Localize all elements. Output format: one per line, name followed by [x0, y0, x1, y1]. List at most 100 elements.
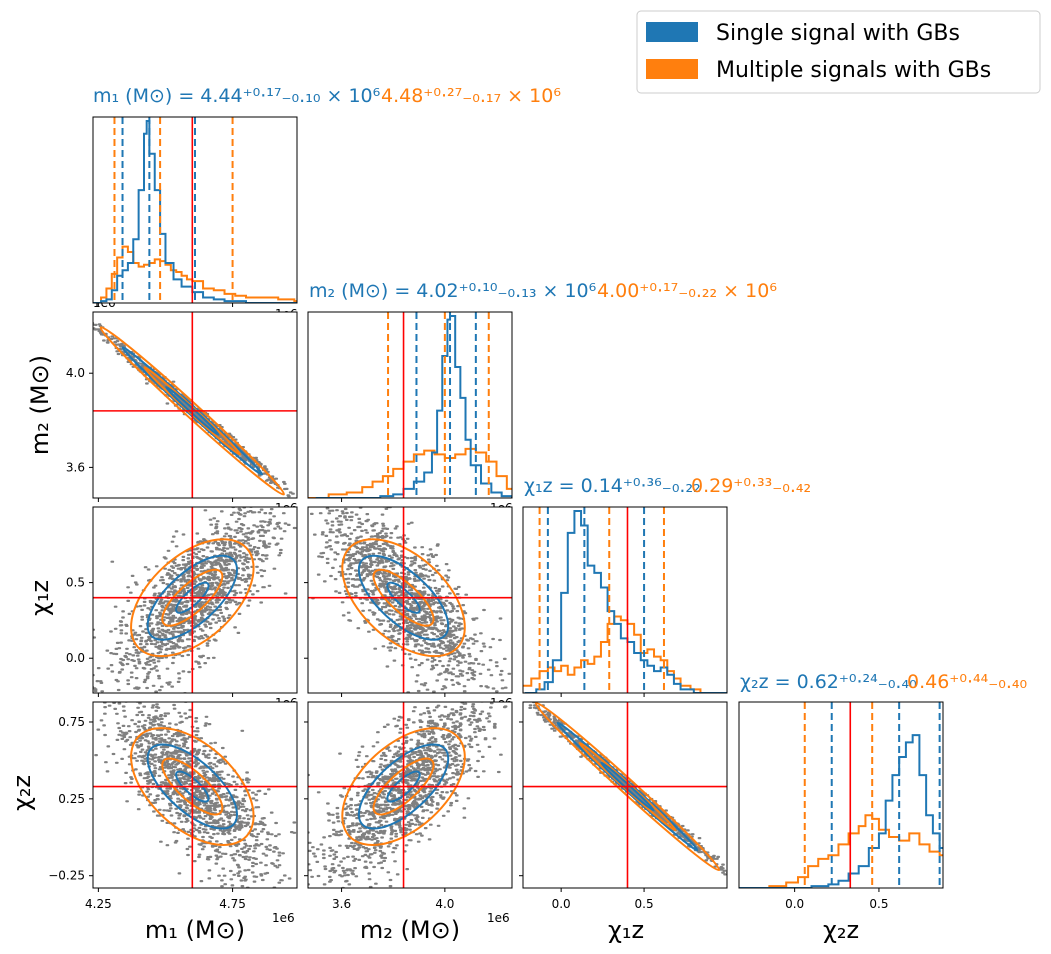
ytick-label-chi2z-0: −0.25: [48, 869, 85, 883]
contour-m1-chi1z-0: [130, 538, 255, 658]
ytick-label-m2-0: 3.6: [66, 460, 85, 474]
contour-chi1z-chi2z-0: [534, 702, 721, 872]
hist-m1-multiple: [93, 245, 297, 303]
sci-offset-m2-bottom: 1e6: [487, 911, 510, 925]
legend-frame: [636, 10, 1041, 94]
legend-swatch-single: [646, 22, 698, 42]
title-chi1z-multiple: 0.29⁺⁰·³³₋₀.₄₂: [691, 475, 811, 497]
panel-content: [93, 312, 297, 498]
xtick-label-chi2z-1: 0.5: [869, 897, 888, 911]
panel-m2-chi2z: 3.6 4.0: [304, 701, 513, 911]
contour-m1-m2-3: [165, 385, 220, 436]
panel-frame: [522, 506, 728, 694]
panel-content: [93, 507, 297, 693]
xtick-label-m2-1: 4.0: [435, 897, 454, 911]
ytick-label-chi1z-0: 0.0: [66, 651, 85, 665]
hist-m1-single: [93, 120, 297, 303]
legend: Single signal with GBs Multiple signals …: [636, 10, 1041, 94]
panel-m2-chi1z: [304, 506, 513, 697]
contour-chi1z-chi2z-3: [600, 761, 655, 812]
xlabel-chi1z: χ₁z: [608, 916, 644, 944]
samples-m2-chi1z: [309, 507, 512, 693]
panel-frame: [92, 701, 298, 889]
contour-m2-chi1z-3: [386, 581, 421, 614]
ytick-label-m2-1: 4.0: [66, 366, 85, 380]
title-m1-multiple: 4.48⁺⁰·²⁷₋₀.₁₇ × 10⁶: [381, 85, 561, 107]
panel-content: [93, 117, 297, 303]
legend-label-multiple: Multiple signals with GBs: [716, 58, 991, 83]
xtick-label-chi2z-0: 0.0: [785, 897, 804, 911]
contour-m2-chi2z-1: [357, 743, 450, 830]
panel-content: [739, 702, 943, 888]
panel-frame: [738, 701, 944, 889]
panel-content: [523, 702, 727, 888]
contour-m1-m2-1: [121, 346, 264, 476]
panel-frame: [307, 701, 513, 889]
panel-chi2z-chi2z: 0.0 0.5: [738, 701, 944, 911]
panel-content: [308, 702, 512, 888]
ylabel-chi1z: χ₁z: [26, 580, 54, 616]
title-chi2z-single: χ₂z = 0.62⁺⁰·²⁴₋₀.₄₀: [740, 671, 917, 693]
panel-m2-m2: [307, 311, 513, 502]
panel-bg: [739, 702, 943, 888]
legend-swatch-multiple: [646, 59, 698, 79]
contour-m1-chi1z-3: [175, 581, 210, 614]
hist-chi2z-multiple: [739, 814, 943, 888]
panel-content: [93, 702, 297, 888]
xlabel-m1: m₁ (M⊙): [145, 916, 245, 944]
contour-m1-chi1z-2: [161, 568, 224, 627]
panel-frame: [92, 506, 298, 694]
panel-m1-m1: [92, 116, 298, 307]
xtick-label-chi1z-0: 0.0: [552, 897, 571, 911]
ylabel-chi2z: χ₂z: [8, 775, 36, 811]
panel-chi1z-chi2z: 0.0 0.5: [519, 701, 728, 911]
title-m2-single: m₂ (M⊙) = 4.02⁺⁰·¹⁰₋₀.₁₃ × 10⁶: [309, 280, 596, 302]
ytick-label-chi1z-1: 0.5: [66, 576, 85, 590]
panel-m1-chi2z: 4.25 4.75 −0.25 0.25 0.75: [48, 701, 298, 911]
contour-m1-chi1z-1: [146, 554, 238, 641]
hist-chi2z-single: [739, 734, 943, 888]
panel-frame: [92, 116, 298, 304]
contour-m1-chi2z-3: [175, 770, 210, 803]
panel-content: [308, 507, 512, 693]
panel-bg: [523, 507, 727, 693]
sci-offset-m1-bottom: 1e6: [272, 911, 295, 925]
panel-frame: [307, 311, 513, 499]
ytick-label-chi2z-1: 0.25: [58, 792, 85, 806]
panel-frame: [307, 506, 513, 694]
panel-m1-chi1z: 0.0 0.5: [66, 506, 298, 697]
hist-chi1z-single: [524, 510, 727, 693]
panel-m1-m2: 3.6 4.0: [66, 311, 298, 502]
contour-m2-chi1z-0: [341, 538, 466, 658]
panel-content: [308, 312, 512, 498]
xtick-label-m2-0: 3.6: [332, 897, 351, 911]
panel-frame: [522, 701, 728, 889]
panel-chi1z-chi1z: [522, 506, 728, 697]
contour-m2-chi1z-1: [357, 554, 450, 641]
contour-m2-chi2z-3: [386, 770, 421, 803]
contour-m2-chi1z-2: [372, 568, 435, 627]
title-m1-single: m₁ (M⊙) = 4.44⁺⁰·¹⁷₋₀.₁₀ × 10⁶: [93, 85, 380, 107]
title-chi2z-multiple: 0.46⁺⁰·⁴⁴₋₀.₄₀: [907, 671, 1027, 693]
contour-m1-chi2z-0: [130, 727, 255, 846]
contour-m1-m2-0: [99, 326, 285, 496]
samples-m1-chi1z: [93, 507, 297, 693]
legend-label-single: Single signal with GBs: [716, 21, 960, 46]
contour-m1-chi2z-1: [146, 743, 238, 830]
panel-bg: [308, 312, 512, 498]
xlabel-m2: m₂ (M⊙): [360, 916, 460, 944]
panel-frame: [92, 311, 298, 499]
panel-content: [523, 507, 727, 693]
ytick-label-chi2z-2: 0.75: [58, 715, 85, 729]
ylabel-m2: m₂ (M⊙): [26, 355, 54, 455]
title-m2-multiple: 4.00⁺⁰·¹⁷₋₀.₂₂ × 10⁶: [597, 280, 777, 302]
xlabel-chi2z: χ₂z: [823, 916, 859, 944]
hist-m2-multiple: [308, 447, 512, 498]
title-chi1z-single: χ₁z = 0.14⁺⁰·³⁶₋₀.₂₂: [524, 475, 701, 497]
xtick-label-m1-1: 4.75: [219, 897, 246, 911]
contour-m1-chi2z-2: [161, 757, 224, 816]
xtick-label-chi1z-1: 0.5: [635, 897, 654, 911]
xtick-label-m1-0: 4.25: [85, 897, 112, 911]
contour-m2-chi2z-0: [341, 727, 466, 846]
